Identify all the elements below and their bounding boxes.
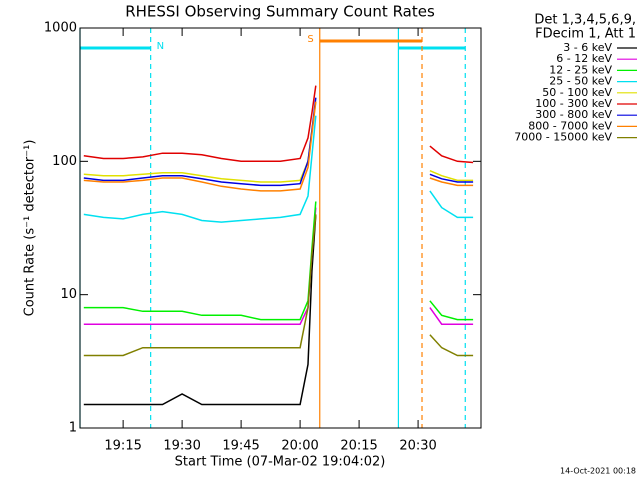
x-tick-label: 20:15: [340, 439, 377, 454]
legend-label: 800 - 7000 keV: [528, 119, 612, 132]
night-label: N: [157, 41, 164, 52]
legend-label: 3 - 6 keV: [563, 41, 612, 54]
y-tick-label: 100: [52, 154, 77, 169]
footer-date: 14-Oct-2021 00:18: [560, 467, 636, 476]
series-line: [83, 214, 474, 357]
x-tick-label: 19:30: [163, 439, 200, 454]
legend-label: 300 - 800 keV: [535, 108, 612, 121]
series-line: [83, 214, 317, 406]
series-line: [83, 97, 474, 187]
series-line: [83, 101, 474, 192]
series-line: [83, 85, 474, 164]
plot-frame: [79, 27, 482, 429]
legend-label: 7000 - 15000 keV: [514, 131, 612, 144]
x-tick-label: 19:45: [222, 439, 259, 454]
legend-label: 100 - 300 keV: [535, 97, 612, 110]
legend-label: 6 - 12 keV: [556, 52, 612, 65]
y-tick-label: 1: [69, 421, 77, 436]
saa-label: S: [307, 34, 313, 45]
legend-label: 12 - 25 keV: [549, 63, 612, 76]
series-line: [83, 115, 474, 223]
series-line: [83, 207, 474, 325]
legend-header: Det 1,3,4,5,6,9,: [534, 13, 636, 28]
y-tick-label: 1000: [44, 21, 77, 36]
y-tick-label: 10: [60, 287, 77, 302]
legend-label: 50 - 100 keV: [542, 86, 612, 99]
chart-title: RHESSI Observing Summary Count Rates: [125, 3, 435, 21]
x-tick-label: 20:30: [399, 439, 436, 454]
legend-header: FDecim 1, Att 1: [535, 27, 636, 42]
series-line: [83, 201, 474, 321]
x-tick-label: 20:00: [281, 439, 318, 454]
legend-label: 25 - 50 keV: [549, 75, 612, 88]
x-tick-label: 19:15: [104, 439, 141, 454]
y-axis-label: Count Rate (s⁻¹ detector⁻¹): [23, 140, 38, 317]
x-axis-label: Start Time (07-Mar-02 19:04:02): [175, 455, 386, 470]
